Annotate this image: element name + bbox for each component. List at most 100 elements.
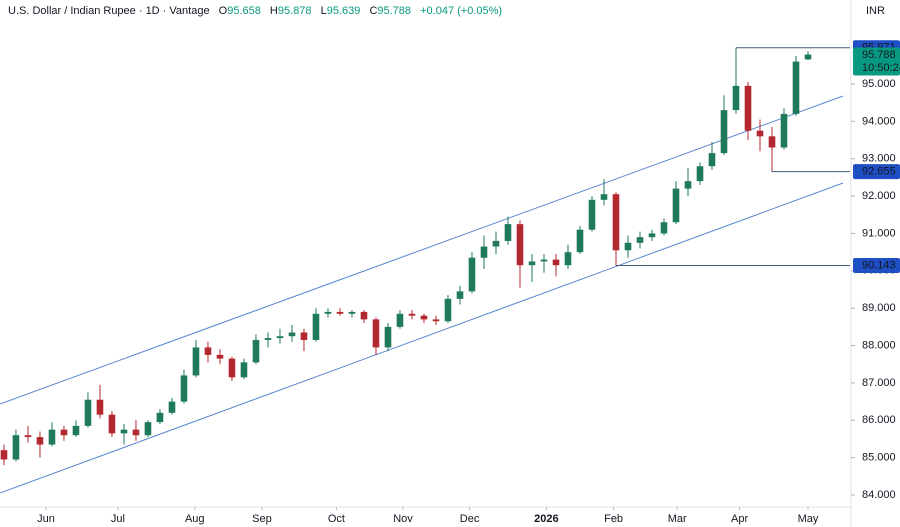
price-label: 95.788: [862, 49, 896, 61]
candle-body: [168, 401, 176, 413]
ohlc-prefix: O: [219, 5, 228, 17]
candle-body: [648, 233, 656, 238]
y-tick-label: 89.000: [862, 302, 896, 314]
x-tick-label: Oct: [328, 513, 345, 525]
candle-body: [120, 429, 128, 434]
change: +0.047 (+0.05%): [420, 5, 502, 17]
candle-body: [144, 422, 152, 436]
ohlc-prefix: L: [321, 5, 327, 17]
candle-body: [396, 313, 404, 327]
price-label: 90.143: [862, 259, 896, 271]
candle-body: [180, 375, 188, 402]
currency-label: INR: [866, 5, 885, 17]
x-tick-label: Feb: [604, 513, 623, 525]
ohlc-value: 95.788: [377, 5, 411, 17]
y-tick-label: 87.000: [862, 377, 896, 389]
candle-body: [360, 311, 368, 320]
candle-body: [456, 291, 464, 299]
candle-body: [672, 188, 680, 223]
candle-body: [48, 429, 56, 445]
candle-body: [720, 110, 728, 154]
candle-body: [444, 298, 452, 322]
candle-body: [732, 85, 740, 111]
candle-body: [792, 61, 800, 114]
y-tick-label: 88.000: [862, 339, 896, 351]
y-tick-label: 92.000: [862, 190, 896, 202]
y-tick-label: 85.000: [862, 452, 896, 464]
y-tick-label: 84.000: [862, 489, 896, 501]
candle-body: [768, 136, 776, 148]
candle-body: [312, 313, 320, 340]
candle-body: [564, 252, 572, 266]
candle-body: [300, 332, 308, 340]
candle-body: [804, 54, 812, 60]
candle-body: [600, 194, 608, 200]
candle-body: [528, 261, 536, 266]
y-tick-label: 91.000: [862, 227, 896, 239]
candle-body: [408, 313, 416, 316]
x-tick-label: Jul: [111, 513, 125, 525]
candle-body: [468, 257, 476, 292]
price-label-box: [853, 257, 900, 273]
candle-body: [228, 358, 236, 378]
ohlc-value: 95.658: [227, 5, 261, 17]
candle-body: [780, 113, 788, 148]
candle-body: [504, 224, 512, 241]
trend-line: [0, 182, 844, 494]
x-tick-label: Dec: [460, 513, 480, 525]
ohlc-value: 95.878: [278, 5, 312, 17]
candle-body: [336, 311, 344, 314]
candle-body: [96, 399, 104, 415]
candle-body: [552, 259, 560, 266]
candle-body: [612, 194, 620, 251]
candle-body: [204, 347, 212, 355]
candle-body: [480, 246, 488, 258]
candle-body: [240, 362, 248, 378]
candle-body: [432, 319, 440, 322]
x-tick-label: Jun: [37, 513, 55, 525]
candle-body: [216, 354, 224, 359]
x-tick-label: May: [798, 513, 819, 525]
candle-body: [72, 425, 80, 436]
candle-body: [624, 242, 632, 251]
candle-body: [348, 311, 356, 314]
y-tick-label: 95.000: [862, 78, 896, 90]
ohlc-prefix: C: [369, 5, 377, 17]
y-tick-label: 93.000: [862, 153, 896, 165]
price-label-box: [853, 164, 900, 180]
candle-body: [576, 229, 584, 253]
candle-body: [0, 450, 8, 460]
candle-body: [12, 435, 20, 460]
price-label-box: [853, 47, 900, 76]
header: U.S. Dollar / Indian Rupee · 1D · Vantag…: [8, 5, 502, 17]
ohlc-prefix: H: [270, 5, 278, 17]
y-tick-label: 86.000: [862, 414, 896, 426]
candle-body: [60, 429, 68, 436]
y-tick-label: 94.000: [862, 115, 896, 127]
candle-body: [420, 315, 428, 320]
candle-body: [516, 224, 524, 266]
candle-body: [288, 332, 296, 337]
candle-body: [684, 181, 692, 189]
candle-body: [708, 153, 716, 167]
x-tick-label: Nov: [393, 513, 413, 525]
x-tick-label: 2026: [534, 513, 558, 525]
x-tick-label: Mar: [668, 513, 687, 525]
ohlc-value: 95.639: [327, 5, 361, 17]
candle-body: [696, 166, 704, 182]
candle-body: [132, 429, 140, 436]
candle-body: [492, 240, 500, 247]
x-tick-label: Apr: [731, 513, 748, 525]
trend-line: [0, 95, 844, 405]
candle-body: [24, 435, 32, 438]
price-label: 92.655: [862, 166, 896, 178]
x-tick-label: Sep: [252, 513, 272, 525]
x-tick-label: Aug: [185, 513, 205, 525]
countdown: 10:50:24: [862, 62, 900, 74]
candle-body: [588, 199, 596, 230]
candle-body: [540, 259, 548, 262]
candle-body: [108, 414, 116, 434]
candle-body: [744, 85, 752, 131]
candle-body: [324, 311, 332, 314]
